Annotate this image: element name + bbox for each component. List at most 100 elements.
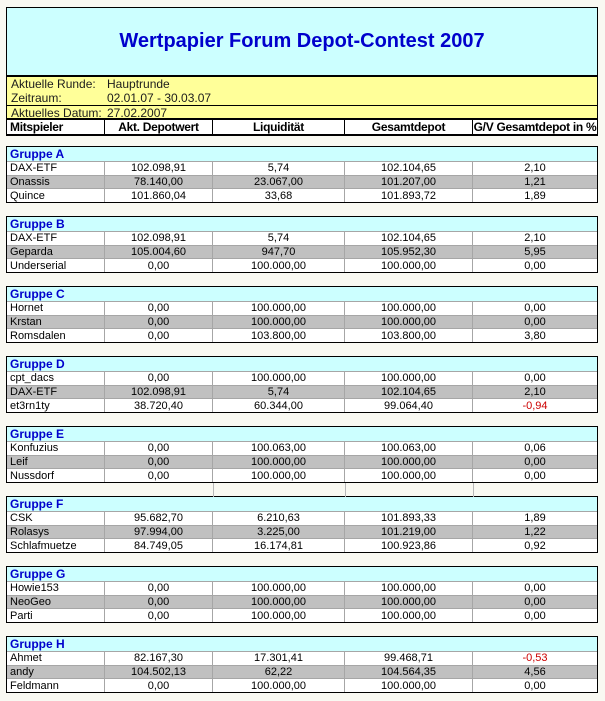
player-name: CSK: [7, 512, 105, 525]
depotwert-value: 0,00: [105, 442, 213, 455]
gv-percent-value: 1,89: [524, 189, 546, 202]
player-name: Ahmet: [7, 652, 105, 665]
depotwert-value: 102.098,91: [105, 162, 213, 175]
gv-percent-value: -0,94: [522, 399, 548, 412]
depotwert-value: 78.140,00: [105, 175, 213, 189]
player-name: DAX-ETF: [7, 162, 105, 175]
gesamtdepot-value: 101.893,72: [345, 189, 473, 203]
liquiditaet-value: 100.000,00: [213, 469, 345, 483]
gv-percent-value: 2,10: [524, 162, 546, 175]
depotwert-value: 0,00: [105, 595, 213, 609]
liquiditaet-value: 23.067,00: [213, 175, 345, 189]
player-name: cpt_dacs: [7, 372, 105, 385]
gesamtdepot-value: 102.104,65: [345, 232, 473, 245]
table-row: Rolasys 97.994,00 3.225,00 101.219,00 1,22: [7, 524, 597, 539]
column-header-gv-prozent: G/V Gesamtdepot in %: [473, 120, 597, 134]
table-row: Krstan 0,00 100.000,00 100.000,00 0,00: [7, 314, 597, 329]
group-title: Gruppe H: [7, 637, 597, 651]
group-title: Gruppe E: [7, 427, 597, 441]
depotwert-value: 0,00: [105, 469, 213, 483]
table-row: Leif 0,00 100.000,00 100.000,00 0,00: [7, 454, 597, 469]
gesamtdepot-value: 100.000,00: [345, 679, 473, 693]
table-row: Konfuzius 0,00 100.063,00 100.063,00 0,06: [7, 441, 597, 455]
liquiditaet-value: 100.000,00: [213, 609, 345, 623]
table-row: Schlafmuetze 84.749,05 16.174,81 100.923,86…: [7, 538, 597, 553]
depotwert-value: 0,00: [105, 679, 213, 693]
column-header-mitspieler: Mitspieler: [7, 120, 105, 134]
info-row-datum: Aktuelles Datum: 27.02.2007: [7, 105, 597, 120]
table-row: Feldmann 0,00 100.000,00 100.000,00 0,00: [7, 678, 597, 693]
gesamtdepot-value: 100.000,00: [345, 455, 473, 469]
player-name: Howie153: [7, 582, 105, 595]
table-row: Romsdalen 0,00 103.800,00 103.800,00 3,80: [7, 328, 597, 343]
table-row: DAX-ETF 102.098,91 5,74 102.104,65 2,10: [7, 231, 597, 245]
table-row: Ahmet 82.167,30 17.301,41 99.468,71 -0,53: [7, 651, 597, 665]
info-value-zeitraum: 02.01.07 - 30.03.07: [107, 91, 212, 105]
gv-percent-value: 0,00: [524, 582, 546, 595]
depotwert-value: 0,00: [105, 259, 213, 273]
gv-percent-value: 0,00: [524, 259, 546, 272]
depotwert-value: 0,00: [105, 609, 213, 623]
gv-percent-value: 3,80: [524, 329, 546, 342]
gesamtdepot-value: 100.000,00: [345, 582, 473, 595]
liquiditaet-value: 100.000,00: [213, 595, 345, 609]
group-title: Gruppe C: [7, 287, 597, 301]
gv-percent-value: 0,00: [524, 679, 546, 692]
group-block-g: Gruppe G Howie153 0,00 100.000,00 100.000,00…: [6, 566, 598, 623]
liquiditaet-value: 5,74: [213, 232, 345, 245]
player-name: DAX-ETF: [7, 232, 105, 245]
gesamtdepot-value: 100.000,00: [345, 609, 473, 623]
group-block-a: Gruppe A DAX-ETF 102.098,91 5,74 102.104,65 2…: [6, 146, 598, 203]
gesamtdepot-value: 100.000,00: [345, 302, 473, 315]
group-title: Gruppe G: [7, 567, 597, 581]
table-column-header: Mitspieler Akt. Depotwert Liquidität Ges…: [6, 119, 598, 136]
player-name: Nussdorf: [7, 469, 105, 483]
gv-percent-value: 0,92: [524, 539, 546, 552]
gesamtdepot-value: 105.952,30: [345, 245, 473, 259]
table-row: Quince 101.860,04 33,68 101.893,72 1,89: [7, 188, 597, 203]
liquiditaet-value: 100.000,00: [213, 679, 345, 693]
depotwert-value: 104.502,13: [105, 665, 213, 679]
gesamtdepot-value: 100.000,00: [345, 372, 473, 385]
gv-percent-value: 5,95: [524, 246, 546, 258]
liquiditaet-value: 6.210,63: [213, 512, 345, 525]
player-name: Schlafmuetze: [7, 539, 105, 553]
player-name: Rolasys: [7, 525, 105, 539]
column-header-liquiditaet: Liquidität: [213, 120, 345, 134]
contest-info-panel: Aktuelle Runde: Hauptrunde Zeitraum: 02.…: [6, 76, 598, 120]
group-title: Gruppe B: [7, 217, 597, 231]
gesamtdepot-value: 101.219,00: [345, 525, 473, 539]
table-row: Onassis 78.140,00 23.067,00 101.207,00 1,21: [7, 174, 597, 189]
table-row: Geparda 105.004,60 947,70 105.952,30 5,95: [7, 244, 597, 259]
group-title: Gruppe D: [7, 357, 597, 371]
player-name: Geparda: [7, 245, 105, 259]
info-label-zeitraum: Zeitraum:: [11, 91, 62, 105]
info-row-zeitraum: Zeitraum: 02.01.07 - 30.03.07: [7, 91, 597, 105]
liquiditaet-value: 16.174,81: [213, 539, 345, 553]
page-title: Wertpapier Forum Depot-Contest 2007: [119, 30, 485, 52]
depotwert-value: 0,00: [105, 582, 213, 595]
info-row-runde: Aktuelle Runde: Hauptrunde: [7, 77, 597, 91]
liquiditaet-value: 100.000,00: [213, 259, 345, 273]
column-header-gesamtdepot: Gesamtdepot: [345, 120, 473, 134]
depotwert-value: 84.749,05: [105, 539, 213, 553]
gv-percent-value: 0,00: [524, 302, 546, 315]
depotwert-value: 101.860,04: [105, 189, 213, 203]
player-name: NeoGeo: [7, 595, 105, 609]
info-value-runde: Hauptrunde: [107, 77, 170, 91]
liquiditaet-value: 100.000,00: [213, 302, 345, 315]
player-name: Leif: [7, 455, 105, 469]
table-row: Underserial 0,00 100.000,00 100.000,00 0,00: [7, 258, 597, 273]
player-name: Onassis: [7, 175, 105, 189]
table-row: Parti 0,00 100.000,00 100.000,00 0,00: [7, 608, 597, 623]
depotwert-value: 0,00: [105, 372, 213, 385]
player-name: Romsdalen: [7, 329, 105, 343]
depotwert-value: 102.098,91: [105, 232, 213, 245]
gv-percent-value: 2,10: [524, 232, 546, 245]
depotwert-value: 0,00: [105, 302, 213, 315]
gv-percent-value: 0,00: [524, 596, 546, 608]
table-row: cpt_dacs 0,00 100.000,00 100.000,00 0,00: [7, 371, 597, 385]
gv-percent-value: 1,89: [524, 512, 546, 525]
